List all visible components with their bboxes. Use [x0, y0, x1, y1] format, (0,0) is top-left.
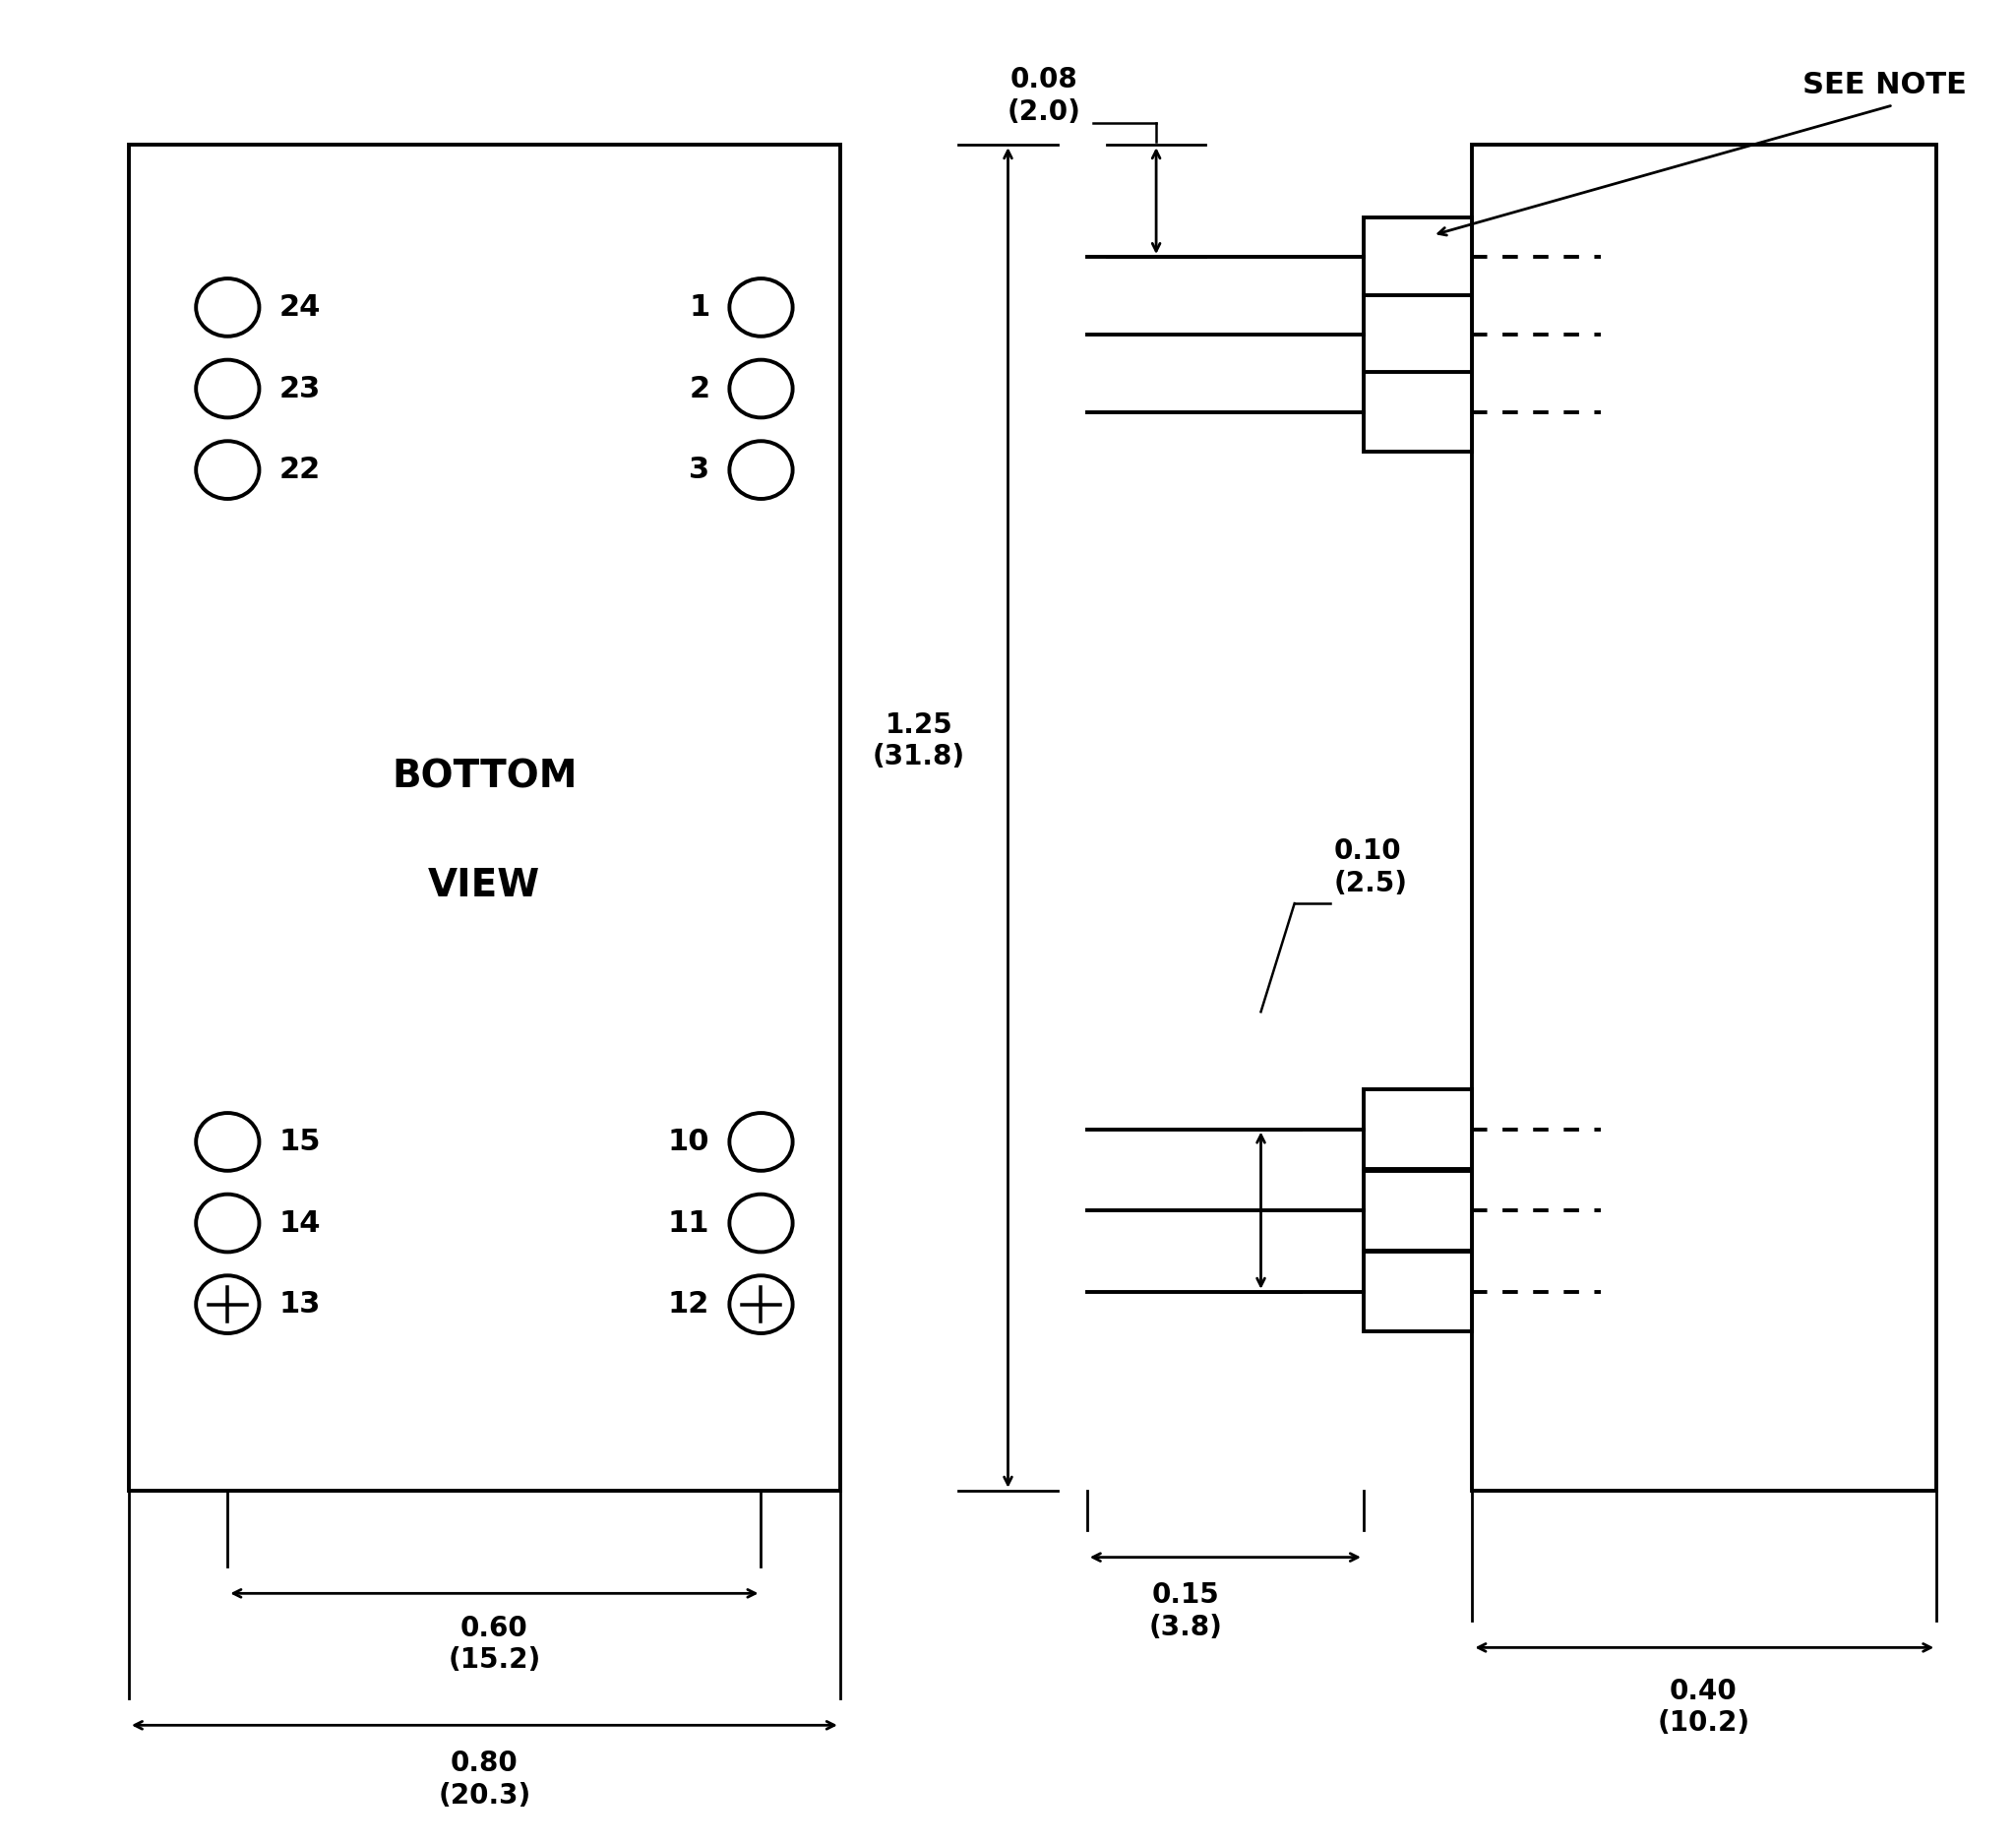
Text: 0.10
(2.5): 0.10 (2.5) [1335, 837, 1407, 898]
Text: 1.25
(31.8): 1.25 (31.8) [873, 711, 966, 770]
Bar [1363, 372, 1472, 452]
Bar [1363, 295, 1472, 374]
Text: 13: 13 [278, 1290, 321, 1320]
Circle shape [730, 278, 792, 335]
Text: 22: 22 [278, 455, 321, 485]
Circle shape [730, 440, 792, 499]
Bar [1363, 1251, 1472, 1331]
Circle shape [730, 1275, 792, 1332]
Circle shape [196, 1113, 260, 1170]
Text: 2: 2 [689, 374, 710, 404]
Circle shape [730, 359, 792, 418]
Text: VIEW: VIEW [427, 866, 540, 905]
Bar [129, 146, 841, 1491]
Text: 0.40
(10.2): 0.40 (10.2) [1657, 1677, 1750, 1736]
Text: 14: 14 [278, 1209, 321, 1237]
Text: 15: 15 [278, 1128, 321, 1156]
Circle shape [196, 359, 260, 418]
Text: SEE NOTE: SEE NOTE [1802, 72, 1966, 100]
Circle shape [730, 1113, 792, 1170]
Text: 1: 1 [689, 293, 710, 323]
Circle shape [196, 1275, 260, 1332]
Text: 3: 3 [689, 455, 710, 485]
Circle shape [196, 1194, 260, 1251]
Text: 12: 12 [667, 1290, 710, 1320]
Text: 0.80
(20.3): 0.80 (20.3) [437, 1749, 530, 1810]
Circle shape [730, 1194, 792, 1251]
Bar [1363, 217, 1472, 297]
Circle shape [196, 440, 260, 499]
Text: 0.08
(2.0): 0.08 (2.0) [1006, 66, 1081, 125]
Text: 0.15
(3.8): 0.15 (3.8) [1149, 1581, 1222, 1640]
Text: 24: 24 [278, 293, 321, 323]
Circle shape [196, 278, 260, 335]
Bar [1472, 146, 1937, 1491]
Text: 0.60
(15.2): 0.60 (15.2) [448, 1614, 540, 1673]
Bar [1363, 1089, 1472, 1168]
Text: BOTTOM: BOTTOM [391, 757, 577, 796]
Text: 11: 11 [667, 1209, 710, 1237]
Text: 10: 10 [667, 1128, 710, 1156]
Bar [1363, 1170, 1472, 1250]
Text: 23: 23 [278, 374, 321, 404]
